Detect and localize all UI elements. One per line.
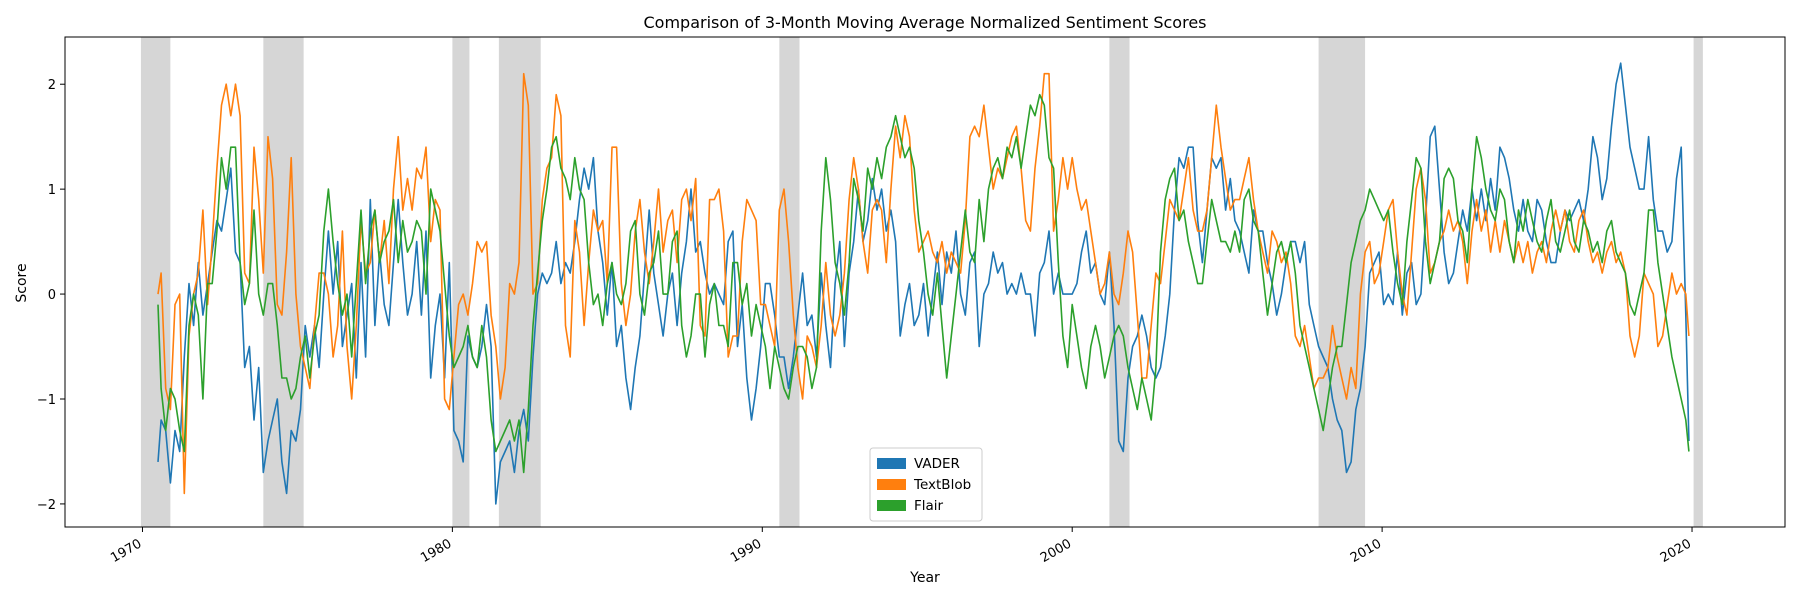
y-tick-label--2: −2 (37, 498, 56, 513)
y-axis-ticks: −2 −1 0 1 2 (37, 78, 65, 513)
legend-label-flair: Flair (914, 498, 944, 514)
y-tick-label-0: 0 (48, 288, 56, 303)
y-tick-label--1: −1 (37, 393, 56, 408)
recession-band-3 (498, 37, 541, 527)
y-tick-label-1: 1 (48, 183, 56, 198)
recession-band-4 (779, 37, 800, 527)
chart-title: Comparison of 3-Month Moving Average Nor… (643, 13, 1206, 32)
legend-swatch-textblob (877, 479, 906, 490)
series-line-vader (157, 62, 1690, 505)
y-axis-label: Score (14, 263, 30, 302)
legend-swatch-vader (877, 458, 906, 469)
x-axis-label: Year (909, 570, 940, 586)
recession-band-7 (1693, 37, 1703, 527)
y-tick-label-2: 2 (48, 78, 56, 93)
recession-band-5 (1109, 37, 1130, 527)
series-lines-group (157, 62, 1690, 505)
legend-label-vader: VADER (914, 456, 960, 472)
legend-entries: VADER TextBlob Flair (877, 456, 971, 514)
recession-shading-group (140, 37, 1703, 527)
legend-label-textblob: TextBlob (913, 477, 971, 493)
series-line-flair (157, 93, 1690, 474)
chart-legend: VADER TextBlob Flair (869, 447, 983, 522)
recession-band-0 (140, 37, 171, 527)
legend-swatch-flair (877, 500, 906, 511)
recession-band-6 (1318, 37, 1366, 527)
plot-area-frame (64, 36, 1786, 528)
recession-band-1 (263, 37, 304, 527)
